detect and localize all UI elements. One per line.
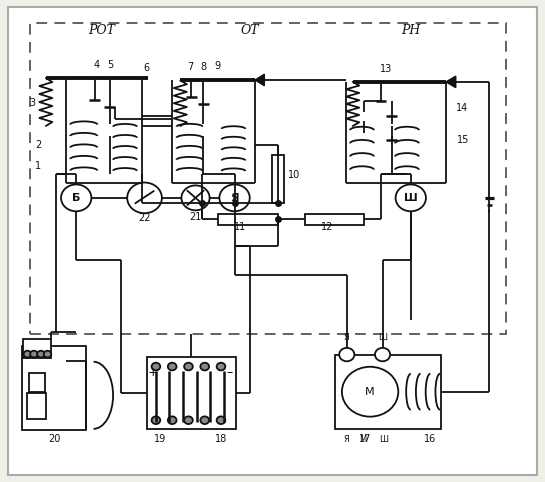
Text: М: М: [365, 387, 375, 397]
Text: Я: Я: [344, 435, 350, 444]
Text: 12: 12: [320, 223, 333, 232]
Circle shape: [23, 351, 31, 358]
Text: 9: 9: [214, 61, 220, 71]
Bar: [29, 23, 506, 335]
Bar: [305, 214, 364, 225]
Text: Б: Б: [72, 193, 81, 203]
Text: Ш: Ш: [404, 193, 417, 203]
Text: 16: 16: [423, 434, 436, 444]
Text: М: М: [359, 435, 367, 444]
Bar: [272, 155, 284, 202]
Circle shape: [375, 348, 390, 362]
Circle shape: [181, 186, 210, 210]
Circle shape: [61, 185, 92, 211]
Text: РН: РН: [401, 24, 420, 37]
Text: 13: 13: [380, 64, 392, 74]
Text: 3: 3: [29, 98, 35, 108]
Text: 8: 8: [200, 62, 206, 72]
Text: Я: Я: [231, 193, 239, 203]
Circle shape: [217, 416, 225, 424]
Text: 18: 18: [215, 434, 227, 444]
Text: 19: 19: [154, 434, 166, 444]
Circle shape: [184, 416, 193, 424]
Text: РОТ: РОТ: [88, 24, 115, 37]
Circle shape: [342, 367, 398, 416]
Circle shape: [44, 351, 51, 358]
Circle shape: [30, 351, 38, 358]
Circle shape: [168, 363, 177, 370]
Text: 6: 6: [144, 63, 150, 73]
Circle shape: [37, 351, 45, 358]
Bar: [219, 214, 278, 225]
Circle shape: [396, 185, 426, 211]
Text: 22: 22: [138, 213, 151, 223]
Circle shape: [217, 363, 225, 370]
Text: 1: 1: [35, 161, 41, 171]
Circle shape: [168, 416, 177, 424]
Text: 17: 17: [359, 434, 371, 444]
Text: 10: 10: [288, 170, 300, 180]
Text: Я: Я: [344, 333, 350, 342]
Text: 14: 14: [456, 103, 468, 113]
Polygon shape: [446, 76, 456, 88]
Circle shape: [339, 348, 354, 362]
Text: +: +: [148, 366, 159, 378]
Text: 2: 2: [35, 140, 41, 149]
Text: ОТ: ОТ: [240, 24, 259, 37]
Circle shape: [127, 183, 162, 213]
Polygon shape: [255, 74, 264, 86]
Bar: [23, 339, 51, 359]
Text: 21: 21: [189, 212, 202, 222]
Text: –: –: [227, 366, 233, 378]
Text: 7: 7: [187, 62, 193, 72]
Circle shape: [152, 416, 160, 424]
Circle shape: [184, 363, 193, 370]
Circle shape: [152, 363, 160, 370]
Circle shape: [201, 363, 209, 370]
Circle shape: [219, 185, 250, 211]
Bar: [22, 347, 86, 430]
Bar: [27, 393, 46, 419]
Text: 20: 20: [48, 434, 60, 444]
Bar: [335, 355, 440, 429]
Bar: [29, 373, 45, 392]
Text: Ш: Ш: [379, 435, 388, 444]
Text: Ш: Ш: [378, 333, 387, 342]
Text: 11: 11: [234, 223, 246, 232]
Bar: [147, 357, 236, 429]
Text: 15: 15: [457, 135, 469, 145]
Circle shape: [201, 416, 209, 424]
Text: 4: 4: [93, 59, 99, 69]
Text: 5: 5: [107, 59, 113, 69]
